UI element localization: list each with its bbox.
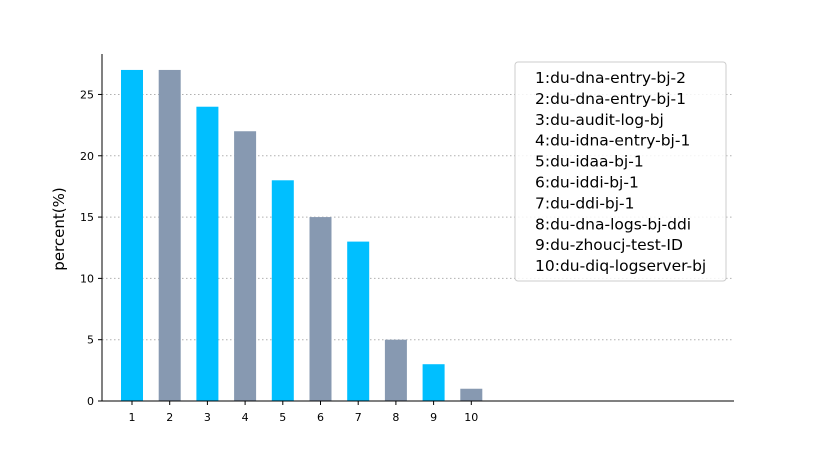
legend-entry: 8:du-dna-logs-bj-ddi xyxy=(535,215,691,233)
bar-10 xyxy=(460,388,483,401)
x-tick-label: 7 xyxy=(355,411,362,424)
y-tick-label: 15 xyxy=(80,211,94,224)
y-tick-label: 0 xyxy=(87,395,94,408)
bar-5 xyxy=(271,180,294,401)
y-tick-label: 5 xyxy=(87,334,94,347)
bar-2 xyxy=(158,69,181,401)
bar-4 xyxy=(234,131,257,401)
legend-entry: 10:du-diq-logserver-bj xyxy=(535,257,706,275)
legend-entry: 1:du-dna-entry-bj-2 xyxy=(535,69,686,87)
x-tick-label: 1 xyxy=(129,411,136,424)
x-tick-label: 10 xyxy=(464,411,478,424)
legend: 1:du-dna-entry-bj-2 2:du-dna-entry-bj-1 3:… xyxy=(514,61,727,282)
x-tick-label: 9 xyxy=(430,411,437,424)
x-tick-label: 2 xyxy=(166,411,173,424)
bar-3 xyxy=(196,106,219,402)
legend-entry: 2:du-dna-entry-bj-1 xyxy=(535,90,686,108)
y-tick-labels: 0 5 10 15 20 25 xyxy=(80,88,102,408)
bar-1 xyxy=(121,69,143,401)
bar-8 xyxy=(384,339,407,401)
x-tick-label: 5 xyxy=(279,411,286,424)
legend-entry: 7:du-ddi-bj-1 xyxy=(535,194,635,212)
legend-box xyxy=(514,61,727,282)
legend-entry: 4:du-idna-entry-bj-1 xyxy=(535,132,690,150)
x-tick-label: 8 xyxy=(392,411,399,424)
legend-entry: 9:du-zhoucj-test-ID xyxy=(535,236,683,254)
bars xyxy=(121,69,483,402)
legend-entry: 6:du-iddi-bj-1 xyxy=(535,174,639,192)
y-tick-label: 10 xyxy=(80,272,94,285)
y-tick-label: 25 xyxy=(80,88,94,101)
x-tick-labels: 1 2 3 4 5 6 7 8 9 10 xyxy=(129,401,478,424)
y-axis-label: percent(%) xyxy=(50,187,68,270)
x-tick-label: 3 xyxy=(204,411,211,424)
x-tick-label: 6 xyxy=(317,411,324,424)
bar-6 xyxy=(309,217,332,401)
y-tick-label: 20 xyxy=(80,150,94,163)
x-tick-label: 4 xyxy=(242,411,249,424)
legend-entry: 5:du-idaa-bj-1 xyxy=(535,153,644,171)
legend-entry: 3:du-audit-log-bj xyxy=(535,111,664,129)
bar-9 xyxy=(422,364,445,401)
bar-7 xyxy=(347,241,370,401)
